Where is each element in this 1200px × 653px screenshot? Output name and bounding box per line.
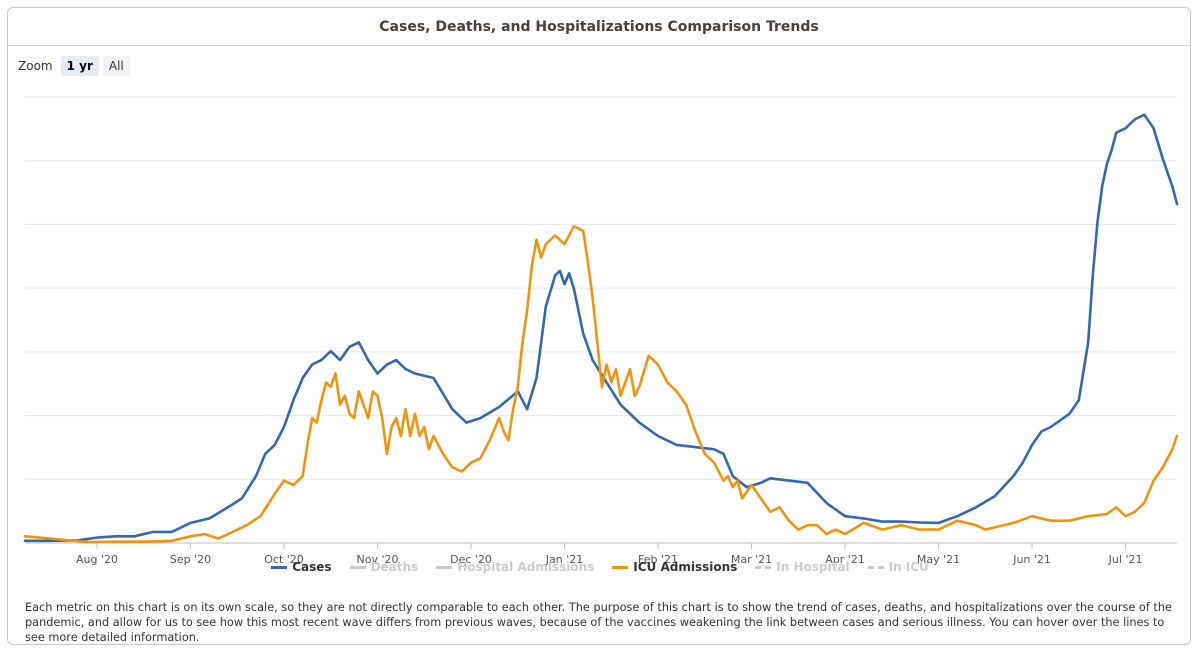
legend-swatch xyxy=(349,565,366,569)
x-tick-label: Dec '20 xyxy=(450,553,492,566)
chart-footnote: Each metric on this chart is on its own … xyxy=(25,601,1172,644)
x-tick-label: Sep '20 xyxy=(170,553,211,566)
legend-item-in-icu[interactable]: In ICU xyxy=(867,560,929,574)
legend-label: ICU Admissions xyxy=(633,560,738,574)
x-tick-label: Nov '20 xyxy=(357,553,399,566)
series-line-icu-admissions[interactable] xyxy=(23,225,1179,544)
zoom-control: Zoom 1 yr All xyxy=(18,56,130,76)
x-tick-label: Jul '21 xyxy=(1108,553,1143,566)
legend-label: In ICU xyxy=(888,560,929,574)
x-tick-label: Oct '20 xyxy=(264,553,304,566)
x-tick-label: Jan '21 xyxy=(545,553,583,566)
legend-swatch xyxy=(867,565,884,569)
legend-item-hospital-admissions[interactable]: Hospital Admissions xyxy=(436,560,594,574)
chart-container: Cases, Deaths, and Hospitalizations Comp… xyxy=(7,7,1191,645)
x-tick-label: Jun '21 xyxy=(1012,553,1051,566)
legend-swatch xyxy=(755,565,772,569)
legend-item-in-hospital[interactable]: In Hospital xyxy=(755,560,850,574)
zoom-1yr-button[interactable]: 1 yr xyxy=(60,56,99,76)
x-tick-label: Aug '20 xyxy=(76,553,118,566)
zoom-label: Zoom xyxy=(18,59,53,73)
legend-swatch xyxy=(271,565,288,569)
x-tick-label: Mar '21 xyxy=(731,553,772,566)
legend-item-icu-admissions[interactable]: ICU Admissions xyxy=(612,560,737,574)
legend-swatch xyxy=(436,565,453,569)
legend-item-deaths[interactable]: Deaths xyxy=(349,560,419,574)
x-tick-label: Feb '21 xyxy=(638,553,678,566)
title-bar: Cases, Deaths, and Hospitalizations Comp… xyxy=(8,8,1190,46)
x-tick-label: Apr '21 xyxy=(825,553,865,566)
x-tick-label: May '21 xyxy=(917,553,960,566)
legend-label: Cases xyxy=(292,560,332,574)
series-line-cases[interactable] xyxy=(23,113,1179,543)
legend: Cases Deaths Hospital Admissions ICU Admiss… xyxy=(0,560,1200,574)
legend-label: Hospital Admissions xyxy=(457,560,595,574)
legend-label: In Hospital xyxy=(776,560,850,574)
chart-title: Cases, Deaths, and Hospitalizations Comp… xyxy=(379,18,819,35)
zoom-all-button[interactable]: All xyxy=(102,56,130,76)
legend-swatch xyxy=(612,565,629,569)
legend-item-cases[interactable]: Cases xyxy=(271,560,332,574)
legend-label: Deaths xyxy=(370,560,419,574)
